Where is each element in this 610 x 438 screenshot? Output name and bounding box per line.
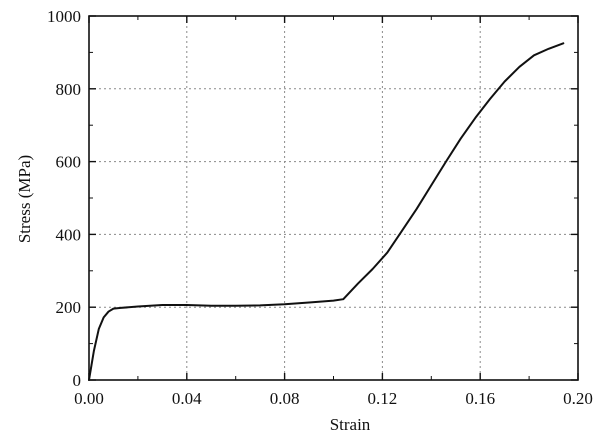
x-tick-label: 0.16 [465,389,495,408]
x-tick-label: 0.20 [563,389,593,408]
y-axis-title: Stress (MPa) [15,155,34,243]
y-tick-label: 600 [56,153,82,172]
y-tick-label: 1000 [47,7,81,26]
y-tick-label: 400 [56,225,82,244]
y-tick-label: 800 [56,80,82,99]
tick-labels: 0.00 0.04 0.08 0.12 0.16 0.20 0 200 400 600 800 100… [47,7,593,408]
stress-strain-curve [88,42,565,381]
x-tick-label: 0.04 [172,389,202,408]
grid [89,16,578,380]
y-tick-label: 0 [73,371,82,390]
plot-frame [88,15,579,381]
x-tick-label: 0.08 [270,389,300,408]
x-tick-label: 0.00 [74,389,104,408]
series-layer [88,42,565,381]
x-axis-title: Strain [330,415,371,434]
axis-ticks [88,15,579,381]
y-tick-label: 200 [56,298,82,317]
x-tick-label: 0.12 [368,389,398,408]
